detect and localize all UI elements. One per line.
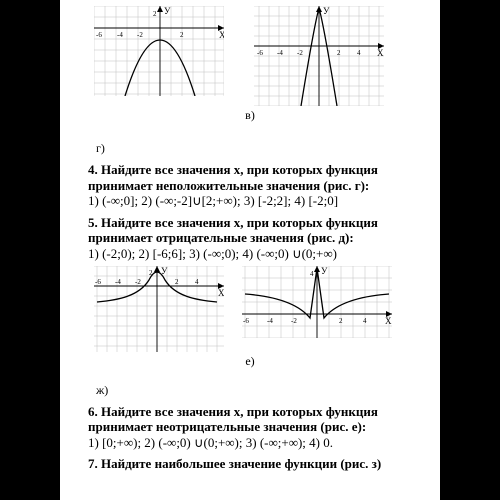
chart-g-svg: X У 2 -6 -4 -2 2 — [94, 6, 224, 96]
chart-v-svg: X У -6 -4 -2 2 4 — [254, 6, 384, 106]
chart-e-ylabel: У — [321, 266, 328, 276]
problem-6: 6. Найдите все значения x, при которых ф… — [88, 404, 430, 451]
chart-zh-xt5: 4 — [195, 278, 199, 286]
chart-row-2: X У -6 -4 -2 2 4 2 — [94, 266, 430, 352]
problem-7: 7. Найдите наибольшее значение функции (… — [88, 456, 430, 472]
chart-e-xt2: -4 — [267, 317, 273, 325]
problem-6-answers: 1) [0;+∞); 2) (-∞;0) ∪(0;+∞); 3) (-∞;+∞)… — [88, 435, 333, 450]
chart-g-grid — [94, 6, 224, 96]
chart-v-xtick: -6 — [257, 49, 263, 57]
problem-5-title: 5. Найдите все значения x, при которых ф… — [88, 215, 378, 246]
chart-g-xtick2: -4 — [117, 31, 123, 39]
page-content: X У 2 -6 -4 -2 2 — [60, 0, 440, 500]
problem-7-title: 7. Найдите наибольшее значение функции (… — [88, 456, 381, 471]
chart-v-xlabel: X — [377, 48, 384, 58]
chart-e-yt: 4 — [310, 270, 314, 278]
chart-g-xtick4: 2 — [180, 31, 184, 39]
chart-zh-xt4: 2 — [175, 278, 179, 286]
chart-e: X У -6 -4 -2 2 4 4 — [242, 266, 392, 352]
chart-v-ylabel: У — [323, 6, 330, 16]
chart-v-xtick4: 2 — [337, 49, 341, 57]
chart-g: X У 2 -6 -4 -2 2 — [94, 6, 224, 106]
chart-zh-xt3: -2 — [135, 278, 141, 286]
chart-zh-xlabel: X — [218, 288, 224, 298]
chart-g-xtick: -6 — [96, 31, 102, 39]
chart-e-svg: X У -6 -4 -2 2 4 4 — [242, 266, 392, 338]
label-v: в) — [70, 108, 430, 123]
label-zh: ж) — [96, 383, 430, 398]
chart-zh-xt1: -6 — [95, 278, 101, 286]
problem-5-answers: 1) (-2;0); 2) [-6;6]; 3) (-∞;0); 4) (-∞;… — [88, 246, 337, 261]
problem-4-title: 4. Найдите все значения x, при которых ф… — [88, 162, 378, 193]
chart-v-xtick5: 4 — [357, 49, 361, 57]
chart-zh-grid — [94, 266, 224, 352]
chart-zh-axes — [94, 266, 224, 352]
label-g: г) — [96, 141, 430, 156]
chart-zh: X У -6 -4 -2 2 4 2 — [94, 266, 224, 352]
chart-g-xlabel: X — [219, 30, 224, 40]
chart-e-xt4: 2 — [339, 317, 343, 325]
chart-v: X У -6 -4 -2 2 4 — [254, 6, 384, 106]
chart-v-xtick3: -2 — [297, 49, 303, 57]
chart-g-xtick3: -2 — [137, 31, 143, 39]
chart-g-axes — [94, 6, 224, 96]
problem-5: 5. Найдите все значения x, при которых ф… — [88, 215, 430, 262]
problem-4: 4. Найдите все значения x, при которых ф… — [88, 162, 430, 209]
chart-row-1: X У 2 -6 -4 -2 2 — [94, 6, 430, 106]
chart-e-xt1: -6 — [243, 317, 249, 325]
chart-g-ylabel: У — [164, 6, 171, 16]
chart-e-xt3: -2 — [291, 317, 297, 325]
chart-zh-xt2: -4 — [115, 278, 121, 286]
chart-zh-svg: X У -6 -4 -2 2 4 2 — [94, 266, 224, 352]
chart-e-xlabel: X — [385, 316, 392, 326]
label-e: е) — [70, 354, 430, 369]
problem-4-answers: 1) (-∞;0]; 2) (-∞;-2]∪[2;+∞); 3) [-2;2];… — [88, 193, 338, 208]
chart-g-ytick: 2 — [153, 10, 157, 18]
chart-v-xtick2: -4 — [277, 49, 283, 57]
chart-e-xt5: 4 — [363, 317, 367, 325]
problem-6-title: 6. Найдите все значения x, при которых ф… — [88, 404, 378, 435]
